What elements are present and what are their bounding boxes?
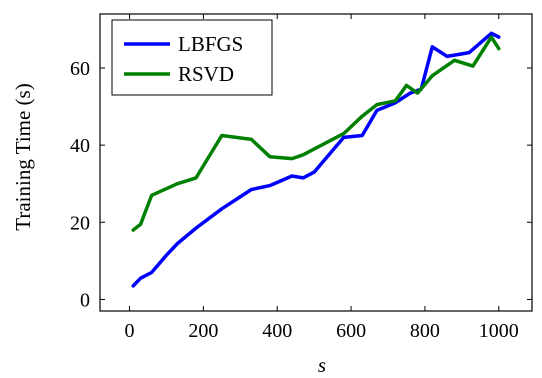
x-tick-label: 1000 <box>479 320 519 342</box>
legend-label-lbfgs: LBFGS <box>178 32 243 56</box>
ticks-layer: 0 200 400 600 800 1000 0 20 40 60 <box>70 14 532 342</box>
legend-box <box>111 19 273 96</box>
x-tick-label: 800 <box>410 320 440 342</box>
x-axis-label: s <box>318 353 326 377</box>
y-tick-label: 40 <box>70 135 90 157</box>
x-tick-label: 600 <box>336 320 366 342</box>
x-tick-label: 400 <box>262 320 292 342</box>
y-tick-label: 0 <box>80 289 90 311</box>
series-line-rsvd <box>131 35 501 232</box>
legend-label-rsvd: RSVD <box>178 62 234 86</box>
y-axis-label: Training Time (s) <box>11 83 35 230</box>
x-tick-label: 200 <box>188 320 218 342</box>
series-layer <box>131 31 501 288</box>
x-tick-label: 0 <box>125 320 135 342</box>
series-line-lbfgs <box>131 31 501 288</box>
y-tick-label: 60 <box>70 58 90 80</box>
y-tick-label: 20 <box>70 212 90 234</box>
legend: LBFGS RSVD <box>111 19 273 96</box>
plot-frame <box>99 13 533 312</box>
